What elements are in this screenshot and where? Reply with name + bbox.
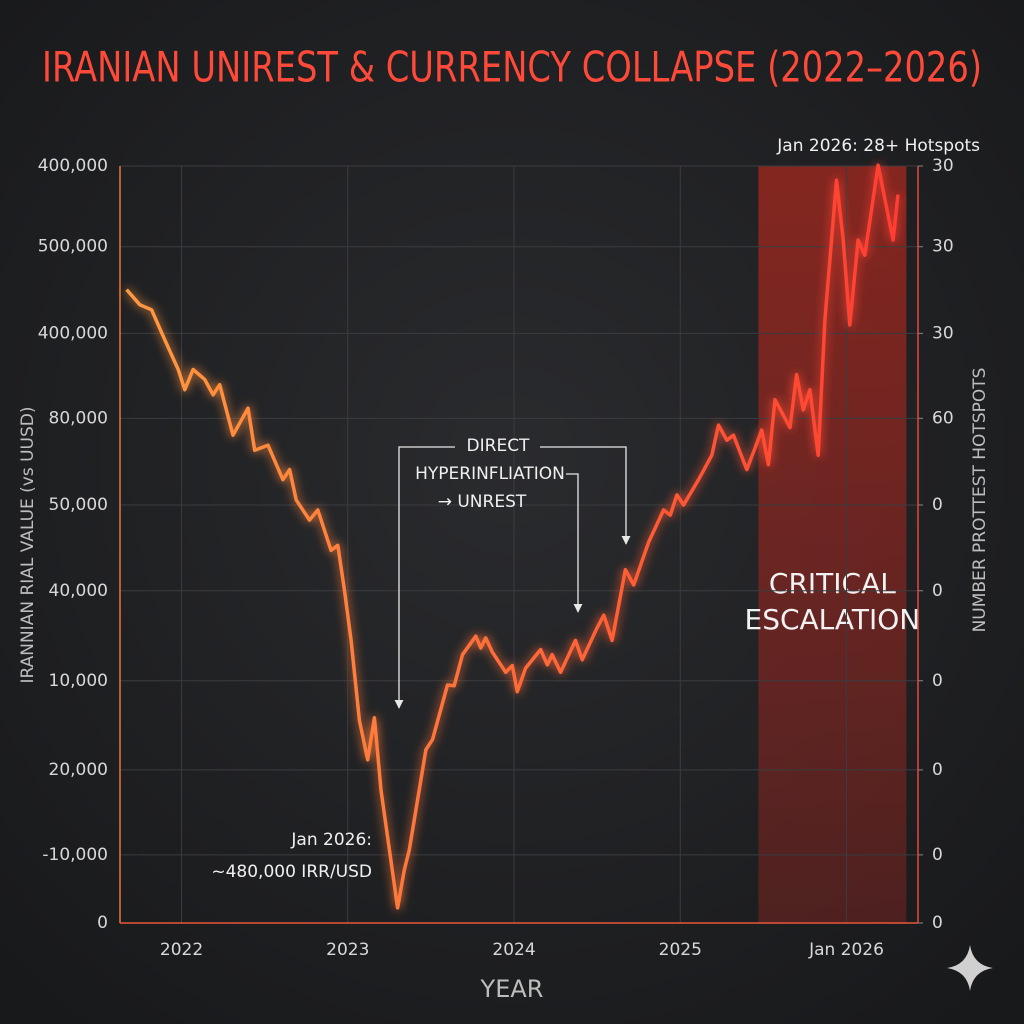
annotation-arrow [540,446,631,545]
y2-tick-label: 30 [932,237,954,257]
annotation: → UNREST [438,492,527,512]
x-axis-title: YEAR [480,975,544,1003]
y2-tick-label: 0 [932,913,943,933]
y-tick-label: -10,000 [42,845,108,865]
annotation: Jan 2026: [290,830,372,850]
annotation: ~480,000 IRR/USD [211,862,372,882]
series-line [125,163,900,910]
x-tick-label: 2022 [160,940,203,960]
sparkle-icon [947,945,993,991]
highlight-band [758,166,907,923]
y-tick-label: 80,000 [49,408,108,428]
y-tick-label: 10,000 [49,671,108,691]
annotation: HYPERINFLIATION [415,464,565,484]
y-tick-label: 400,000 [38,156,108,176]
y2-tick-label: 60 [932,408,954,428]
y-tick-label: 400,000 [38,323,108,343]
y-tick-label: 40,000 [49,581,108,601]
chart-title: IRANIAN UNIREST & CURRENCY COLLAPSE (202… [42,43,982,92]
y-tick-label: 0 [97,913,108,933]
y-axis-title: IRANNIAN RIAL VALUE (vs UUSD) [18,406,38,683]
y2-axis-title: NUMBER PROTTEST HOTSPOTS [970,368,990,633]
y2-tick-label: 0 [932,671,943,691]
highlight-label: CRITICAL [769,567,896,600]
y2-tick-label: 0 [932,495,943,515]
y-tick-label: 50,000 [49,495,108,515]
x-tick-label: Jan 2026 [808,940,884,960]
y2-tick-label: 0 [932,760,943,780]
y2-tick-label: 0 [932,581,943,601]
y2-tick-label: 30 [932,156,954,176]
annotation: DIRECT [467,436,531,456]
y-tick-label: 500,000 [38,237,108,257]
x-tick-label: 2023 [326,940,369,960]
highlight-label: ESCALATION [745,603,921,636]
y-tick-label: 20,000 [49,760,108,780]
y2-tick-label: 30 [932,323,954,343]
annotation: Jan 2026: 28+ Hotspots [776,136,980,156]
x-tick-label: 2025 [659,940,702,960]
x-tick-label: 2024 [492,940,535,960]
annotation-arrow [566,473,583,613]
y2-tick-label: 0 [932,845,943,865]
annotation-arrow [394,446,455,709]
